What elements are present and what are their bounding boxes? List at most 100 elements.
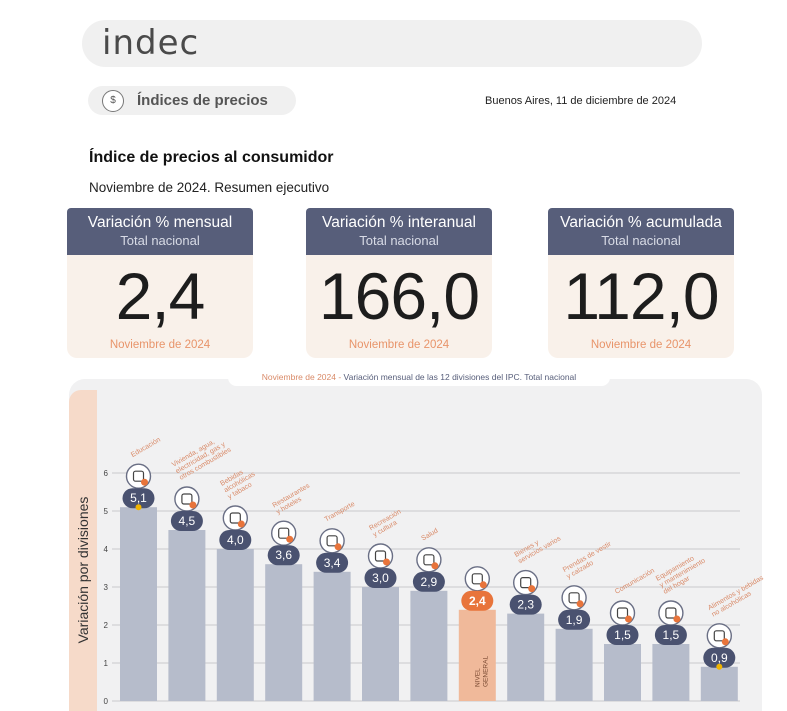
value-bubble [461, 590, 494, 611]
category-label-line: Salud [420, 527, 439, 542]
icon-accent [431, 562, 439, 570]
lightbulb-icon [174, 486, 200, 512]
icon-accent [673, 615, 681, 623]
bar [458, 609, 496, 701]
bar [120, 507, 157, 701]
category-label: NIVELGENERAL [474, 656, 489, 687]
icon-glyph [278, 527, 290, 539]
data-label: 2,4 [469, 594, 486, 608]
section-pill[interactable]: $ Índices de precios [88, 86, 296, 115]
cutlery-icon [271, 520, 297, 546]
icon-accent [334, 543, 342, 551]
data-label: 1,9 [566, 613, 583, 627]
category-label: Transporte [324, 501, 357, 524]
bar [265, 564, 303, 701]
card-value: 112,0 [563, 259, 719, 333]
icon-glyph [326, 535, 338, 547]
category-label: Vivienda, agua,electricidad, gas yotros … [171, 433, 233, 481]
icon-accent [721, 638, 729, 646]
shirt-icon [561, 585, 587, 611]
chart-title-separator: - [335, 372, 344, 382]
card-date: Noviembre de 2024 [109, 339, 211, 351]
icon-glyph [132, 470, 145, 482]
bar [168, 530, 206, 701]
icon-accent [383, 558, 390, 566]
chart-title-text: Variación mensual de las 12 divisiones d… [343, 372, 577, 382]
card-value: 166,0 [318, 259, 480, 333]
icon-accent [189, 501, 197, 509]
bar [410, 590, 448, 701]
icon-accent [286, 535, 294, 543]
card-date: Noviembre de 2024 [348, 339, 450, 351]
card-body: 166,0 Noviembre de 2024 [306, 255, 492, 358]
icon-accent [237, 520, 245, 528]
card-header: Variación % acumulada Total nacional [548, 208, 734, 255]
category-label: Salud [420, 527, 439, 542]
y-tick-label: 6 [104, 469, 109, 478]
y-tick-label: 3 [104, 583, 109, 592]
data-label: 3,6 [275, 548, 292, 562]
y-tick-label: 0 [104, 697, 109, 706]
card-scope: Total nacional [359, 233, 439, 248]
book-icon [125, 463, 152, 489]
category-label-line: GENERAL [482, 656, 489, 687]
data-label: 2,9 [421, 575, 438, 589]
category-label: Prendas de vestiry calzado [562, 540, 617, 580]
category-label: Bienes yservicios varios [513, 529, 562, 566]
value-bubble [267, 545, 300, 566]
phone-icon [609, 600, 636, 626]
card-yearly: Variación % interanual Total nacional 16… [306, 208, 492, 358]
price-tag-icon: $ [102, 90, 124, 112]
bar [507, 613, 545, 701]
bar [313, 571, 351, 701]
category-label-line: Transporte [324, 501, 357, 524]
marker-dot [135, 504, 142, 511]
data-label: 1,5 [663, 628, 680, 642]
category-label-line: Alimentos y bebidas [707, 574, 765, 612]
category-label-line: Comunicación [614, 567, 656, 595]
bar [700, 666, 738, 701]
y-tick-label: 5 [104, 507, 109, 516]
data-label: 3,0 [372, 571, 389, 585]
y-tick-label: 2 [104, 621, 109, 630]
card-cumulative: Variación % acumulada Total nacional 112… [548, 208, 734, 358]
category-label: Equipamientoy mantenimientodel hogar [655, 551, 711, 596]
card-value: 2,4 [115, 259, 206, 333]
marker-dot [716, 663, 723, 670]
category-label: Bebidasalcohólicasy tabaco [219, 464, 260, 501]
leisure-icon [367, 543, 394, 569]
value-bubble [509, 594, 542, 615]
y-tick-label: 1 [104, 659, 109, 668]
report-subtitle: Noviembre de 2024. Resumen ejecutivo [89, 180, 330, 195]
chart-title: Noviembre de 2024 - Variación mensual de… [228, 369, 610, 386]
data-label: 5,1 [130, 491, 147, 505]
icon-glyph [229, 512, 241, 524]
card-header: Variación % mensual Total nacional [67, 208, 253, 255]
basket-icon [464, 566, 490, 592]
data-label: 1,5 [614, 628, 631, 642]
value-bubble [170, 511, 203, 531]
value-bubble [606, 625, 639, 645]
indec-logo: indec [102, 23, 200, 63]
scissors-icon [513, 569, 539, 596]
data-label: 3,4 [324, 556, 341, 570]
card-header: Variación % interanual Total nacional [306, 208, 492, 255]
icon-glyph [665, 607, 677, 619]
icon-accent [528, 585, 536, 593]
bottle-icon [222, 505, 249, 531]
bar [652, 644, 690, 701]
card-scope: Total nacional [120, 233, 200, 248]
bar [604, 644, 641, 701]
card-title: Variación % interanual [322, 214, 476, 231]
header-logo-bar: indec [82, 20, 702, 67]
data-label: 2,3 [517, 598, 534, 612]
data-label: 0,9 [711, 651, 728, 665]
bus-icon [319, 528, 345, 554]
value-bubble [703, 647, 736, 668]
value-bubble [316, 552, 349, 573]
value-bubble [122, 488, 155, 509]
report-title: Índice de precios al consumidor [89, 149, 334, 166]
category-label: Recreacióny cultura [368, 508, 406, 538]
category-label-line: Educación [130, 436, 162, 458]
